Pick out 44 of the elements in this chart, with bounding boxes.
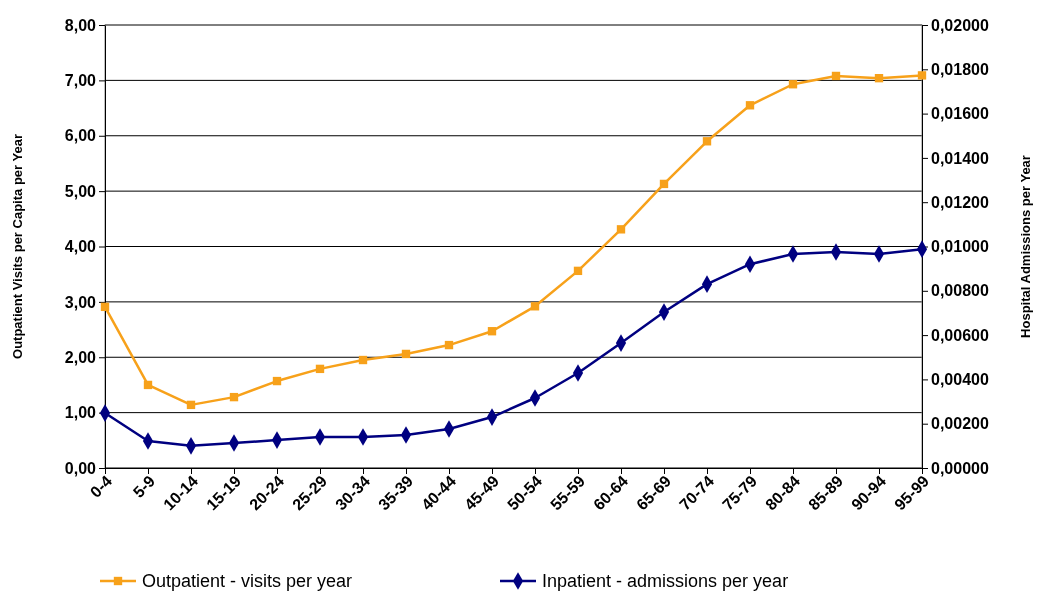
y2-tick-label: 0,00200 <box>931 415 989 433</box>
point <box>487 327 497 336</box>
y2-tick-label: 0,00400 <box>931 371 989 389</box>
point <box>229 392 239 402</box>
y2-tick-label: 0,00600 <box>931 326 989 344</box>
point <box>444 340 454 350</box>
point <box>530 302 540 311</box>
y2-tick-label: 0,01000 <box>931 238 989 256</box>
point <box>315 364 325 374</box>
point <box>616 225 626 234</box>
point <box>788 80 798 89</box>
y-tick-label: 1,00 <box>64 404 97 422</box>
point <box>745 101 755 110</box>
point <box>659 179 669 189</box>
y-tick-label: 8,00 <box>64 16 97 34</box>
point <box>401 349 411 359</box>
y-tick-label: 0,00 <box>64 459 97 477</box>
point <box>702 137 712 146</box>
y2-tick-label: 0,00000 <box>931 459 989 477</box>
legend-label: Outpatient - visits per year <box>142 571 353 591</box>
y-tick-label: 4,00 <box>64 238 97 256</box>
point <box>143 380 153 390</box>
point <box>917 71 927 80</box>
y-tick-label: 7,00 <box>64 72 97 89</box>
y2-tick-label: 0,01200 <box>931 193 989 211</box>
point <box>272 376 282 386</box>
point <box>831 71 841 81</box>
point <box>874 73 884 83</box>
y-tick-label: 6,00 <box>64 127 97 145</box>
point <box>573 266 583 276</box>
y-tick-label: 5,00 <box>64 182 97 200</box>
point <box>358 355 368 365</box>
y2-tick-label: 0,02000 <box>931 16 989 34</box>
y2-tick-label: 0,01800 <box>931 60 989 78</box>
y2-tick-label: 0,01400 <box>931 149 989 167</box>
y-tick-label: 3,00 <box>64 293 97 311</box>
y-axis-title: Outpatient Visits per Capita per Year <box>10 134 25 359</box>
point <box>186 400 196 410</box>
legend-label: Inpatient - admissions per year <box>542 571 789 591</box>
y2-axis-title: Hospital Admissions per Year <box>1018 155 1033 338</box>
y2-tick-label: 0,01600 <box>931 105 989 123</box>
x-tick-label: 5-9 <box>129 472 159 501</box>
y-tick-label: 2,00 <box>64 348 97 366</box>
y2-tick-label: 0,00800 <box>931 282 989 300</box>
